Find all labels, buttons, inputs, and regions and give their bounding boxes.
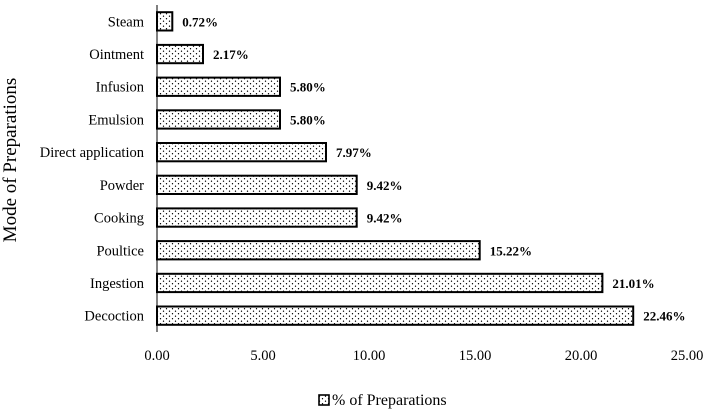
bar-direct-application	[156, 142, 327, 163]
x-tick-label: 5.00	[250, 348, 275, 364]
x-tick-label: 15.00	[459, 348, 492, 364]
category-label: Ingestion	[90, 276, 145, 292]
category-label: Poultice	[96, 243, 144, 259]
category-label: Ointment	[89, 47, 144, 63]
category-label: Direct application	[40, 145, 145, 161]
value-label: 22.46%	[643, 309, 685, 324]
value-labels: 22.46% 21.01% 15.22% 9.42% 9.42% 7.97% 5.80% 5.…	[182, 14, 685, 323]
x-tick-labels: 0.00 5.00 10.00 15.00 20.00 25.00	[144, 348, 703, 364]
value-label: 5.80%	[290, 112, 326, 127]
bar-emulsion	[156, 109, 281, 130]
category-label: Powder	[100, 178, 144, 194]
category-label: Cooking	[94, 211, 144, 227]
legend: % of Preparations	[318, 392, 447, 409]
x-tick-label: 20.00	[565, 348, 598, 364]
legend-swatch	[318, 394, 330, 406]
bar-poultice	[156, 240, 481, 261]
legend-label: % of Preparations	[332, 392, 447, 409]
x-tick-label: 10.00	[353, 348, 386, 364]
value-label: 5.80%	[290, 80, 326, 95]
bar-ointment	[156, 43, 204, 65]
value-label: 0.72%	[182, 14, 218, 29]
x-tick-label: 25.00	[671, 348, 704, 364]
value-label: 9.42%	[367, 211, 403, 226]
category-labels: Decoction Ingestion Poultice Cooking Powder D…	[40, 14, 145, 324]
value-label: 21.01%	[612, 276, 654, 291]
bar-decoction	[156, 305, 635, 326]
category-label: Infusion	[96, 80, 145, 96]
value-label: 2.17%	[213, 47, 249, 62]
bar-cooking	[156, 207, 358, 228]
category-label: Steam	[108, 14, 145, 30]
value-label: 9.42%	[367, 178, 403, 193]
bar-ingestion	[156, 272, 604, 294]
x-tick-label: 0.00	[144, 348, 169, 364]
y-axis-title: Mode of Preparations	[0, 78, 21, 243]
value-label: 7.97%	[336, 145, 372, 160]
bar-powder	[156, 174, 358, 195]
value-label: 15.22%	[490, 243, 532, 258]
bar-infusion	[156, 76, 281, 97]
bar-steam	[156, 11, 174, 32]
category-label: Decoction	[84, 309, 144, 325]
category-label: Emulsion	[88, 112, 144, 128]
